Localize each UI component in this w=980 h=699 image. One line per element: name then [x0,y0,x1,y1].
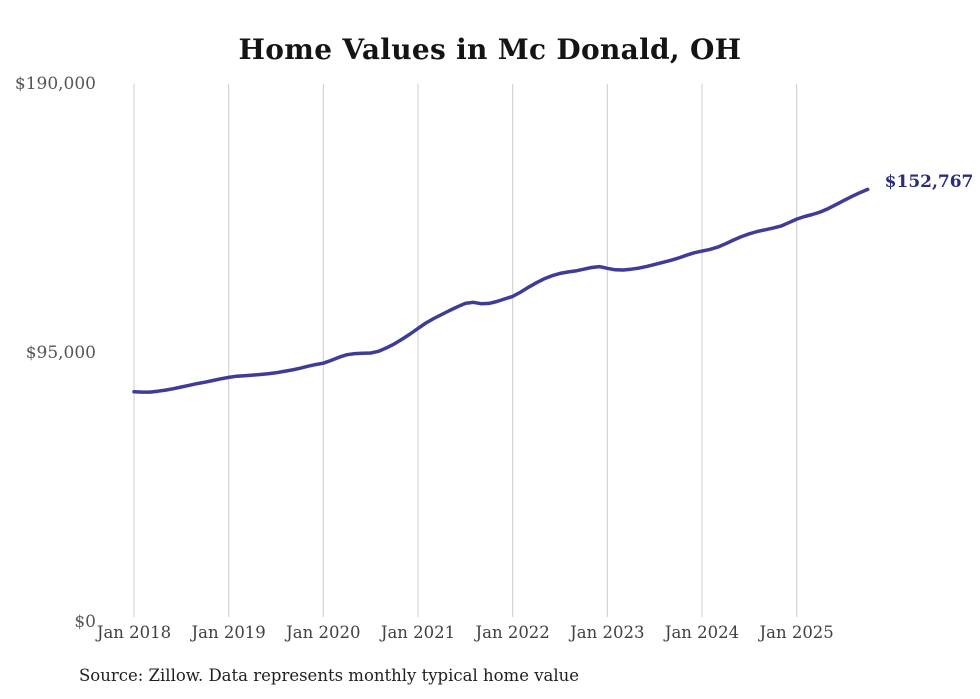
y-tick-label: $95,000 [25,343,96,363]
x-tick-label: Jan 2018 [96,623,172,642]
x-tick-label: Jan 2023 [570,623,645,642]
x-tick-label: Jan 2025 [759,623,834,642]
gridline-group [133,84,798,617]
y-tick-label: $190,000 [14,74,96,94]
x-tick-label: Jan 2019 [191,623,266,642]
x-tick-label: Jan 2024 [664,623,740,642]
x-tick-label: Jan 2022 [475,623,550,642]
source-note: Source: Zillow. Data represents monthly … [79,666,580,685]
end-value-label: $152,767 [884,172,974,193]
x-tick-label: Jan 2021 [380,623,456,642]
y-tick-label: $0 [74,612,96,632]
price-line [132,187,870,394]
chart-title: Home Values in Mc Donald, OH [238,33,742,66]
x-tick-label: Jan 2020 [286,623,361,642]
